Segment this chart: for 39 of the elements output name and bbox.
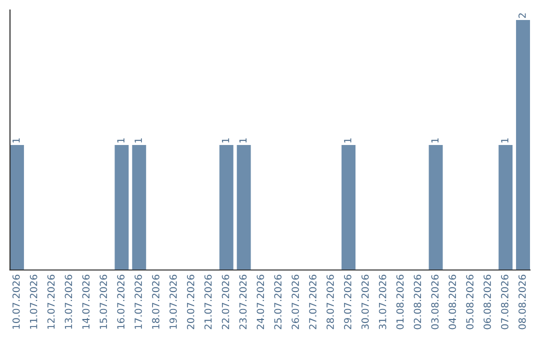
x-tick-label: 13.07.2026 xyxy=(64,274,72,329)
x-tick-label: 07.08.2026 xyxy=(501,274,508,330)
x-tick-label: 19.07.2026 xyxy=(169,274,177,329)
x-tick-label: 26.07.2026 xyxy=(292,274,299,330)
data-label: 1 xyxy=(431,138,438,143)
data-label: 2 xyxy=(518,13,526,18)
x-tick-label: 28.07.2026 xyxy=(326,274,334,330)
x-tick-label: 21.07.2026 xyxy=(204,274,212,330)
x-tick-label: 16.07.2026 xyxy=(117,274,124,329)
x-tick-label: 04.08.2026 xyxy=(448,274,456,330)
x-tick-label: 24.07.2026 xyxy=(256,274,264,330)
x-tick-label: 20.07.2026 xyxy=(186,274,194,330)
x-tick-label: 23.07.2026 xyxy=(239,274,247,330)
x-tick-label: 17.07.2026 xyxy=(134,274,142,329)
x-tick-label: 30.07.2026 xyxy=(361,274,369,330)
x-tick-label: 06.08.2026 xyxy=(484,274,491,330)
x-tick-label: 27.07.2026 xyxy=(309,274,316,330)
x-tick-label: 14.07.2026 xyxy=(82,274,90,329)
x-tick-label: 03.08.2026 xyxy=(431,274,439,330)
x-tick-label: 25.07.2026 xyxy=(274,274,282,330)
data-label: 1 xyxy=(239,138,247,143)
x-tick-label: 22.07.2026 xyxy=(222,274,230,330)
data-label: 1 xyxy=(501,138,508,143)
x-tick-label: 11.07.2026 xyxy=(30,274,38,329)
x-tick-label: 10.07.2026 xyxy=(12,274,20,329)
x-tick-label: 08.08.2026 xyxy=(518,274,526,330)
data-label: 1 xyxy=(134,138,142,143)
x-tick-label: 12.07.2026 xyxy=(47,274,55,329)
data-label: 1 xyxy=(117,138,124,143)
data-label: 1 xyxy=(12,138,20,143)
x-tick-label: 18.07.2026 xyxy=(152,274,160,329)
x-tick-label: 31.07.2026 xyxy=(378,274,386,330)
data-label: 1 xyxy=(222,138,230,143)
x-tick-label: 29.07.2026 xyxy=(344,274,352,330)
x-tick-label: 01.08.2026 xyxy=(396,274,404,330)
data-label: 1 xyxy=(344,138,352,143)
x-tick-label: 02.08.2026 xyxy=(414,274,422,330)
x-tick-label: 15.07.2026 xyxy=(100,274,108,329)
x-tick-label: 05.08.2026 xyxy=(466,274,474,330)
